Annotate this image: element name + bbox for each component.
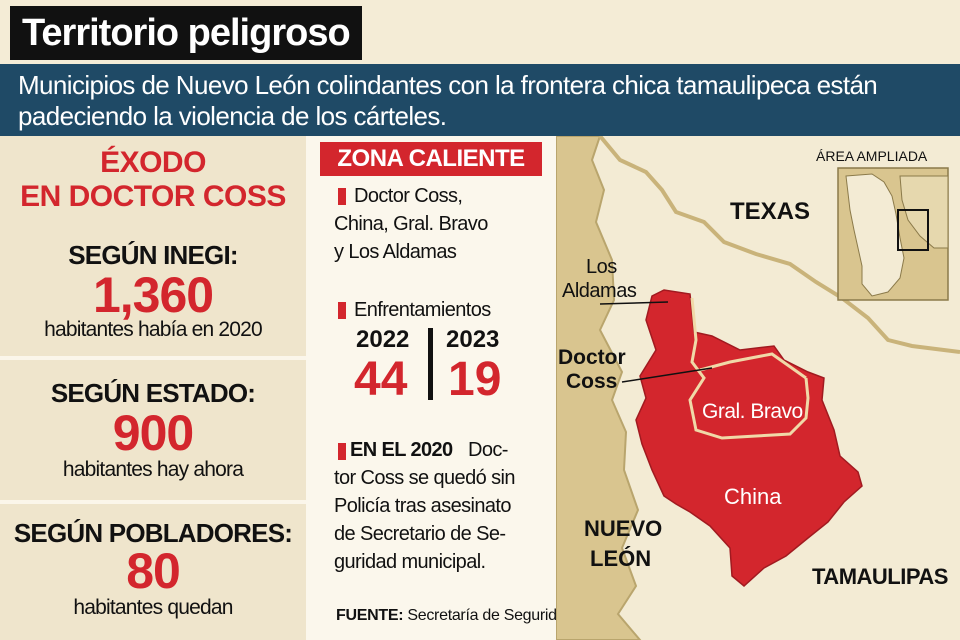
note-line-2: tor Coss se quedó sin	[334, 467, 515, 489]
stat-estado-desc: habitantes hay ahora	[62, 458, 244, 481]
label-china: China	[724, 484, 782, 509]
inset-highlight-box	[897, 209, 929, 251]
count-2022: 44	[354, 353, 408, 406]
nuevo-leon-area	[556, 136, 642, 640]
label-gral-bravo: Gral. Bravo	[702, 400, 803, 423]
bullet-marker	[338, 302, 346, 319]
stat-pobladores-label: SEGÚN POBLADORES:	[13, 518, 293, 548]
stat-inegi-value: 1,360	[92, 267, 214, 323]
label-tamaulipas: TAMAULIPAS	[812, 564, 948, 589]
municipal-border	[688, 297, 810, 440]
leader-line	[621, 367, 713, 383]
bullet-marker	[338, 188, 346, 205]
leader-line	[599, 301, 669, 305]
count-2023: 19	[448, 353, 502, 406]
border-river	[598, 136, 960, 354]
year-divider	[428, 328, 433, 400]
label-doctor-coss-2: Coss	[566, 370, 618, 393]
bullet-marker	[338, 443, 346, 460]
divider	[0, 356, 306, 360]
confrontations-label: Enfrentamientos	[354, 299, 491, 321]
note-heading: EN EL 2020	[350, 439, 453, 461]
label-texas: TEXAS	[730, 198, 811, 225]
inset-state-outline	[845, 173, 905, 297]
municipalities-line-3: y Los Aldamas	[334, 241, 457, 263]
stat-pobladores-desc: habitantes quedan	[73, 596, 233, 619]
label-los-aldamas-1: Los	[586, 256, 617, 278]
municipal-border	[699, 352, 807, 380]
label-los-aldamas-2: Aldamas	[562, 280, 637, 302]
stat-inegi-desc: habitantes había en 2020	[44, 318, 263, 341]
inset-label: ÁREA AMPLIADA	[816, 148, 928, 164]
label-nuevo-leon-2: LEÓN	[590, 546, 652, 571]
exodus-heading-line1: ÉXODO	[100, 146, 206, 179]
title-bar: Territorio peligroso	[0, 0, 960, 64]
divider	[0, 500, 306, 504]
subtitle-bar: Municipios de Nuevo León colindantes con…	[0, 64, 960, 136]
page-title: Territorio peligroso	[10, 6, 362, 60]
year-2022: 2022	[356, 326, 410, 353]
page-subtitle: Municipios de Nuevo León colindantes con…	[18, 70, 878, 131]
stat-estado-label: SEGÚN ESTADO:	[50, 378, 256, 408]
exodus-panel	[0, 136, 306, 640]
region-map	[556, 136, 960, 640]
exodus-heading-line2: EN DOCTOR COSS	[20, 180, 286, 213]
label-doctor-coss-1: Doctor	[558, 346, 626, 369]
municipalities-line-1: Doctor Coss,	[354, 185, 463, 207]
municipalities-line-2: China, Gral. Bravo	[334, 213, 488, 235]
year-2023: 2023	[446, 326, 500, 353]
hot-zone-badge: ZONA CALIENTE	[320, 142, 542, 176]
stat-inegi-label: SEGÚN INEGI:	[68, 240, 238, 270]
note-line-5: guridad municipal.	[334, 551, 486, 573]
note-line-3: Policía tras asesinato	[334, 495, 512, 517]
note-line-1: Doc-	[468, 439, 508, 461]
stat-pobladores-value: 80	[126, 543, 181, 599]
note-line-4: de Secretario de Se-	[334, 523, 506, 545]
source-label: FUENTE:	[336, 607, 404, 624]
label-nuevo-leon-1: NUEVO	[584, 516, 663, 541]
stat-estado-value: 900	[112, 405, 194, 461]
